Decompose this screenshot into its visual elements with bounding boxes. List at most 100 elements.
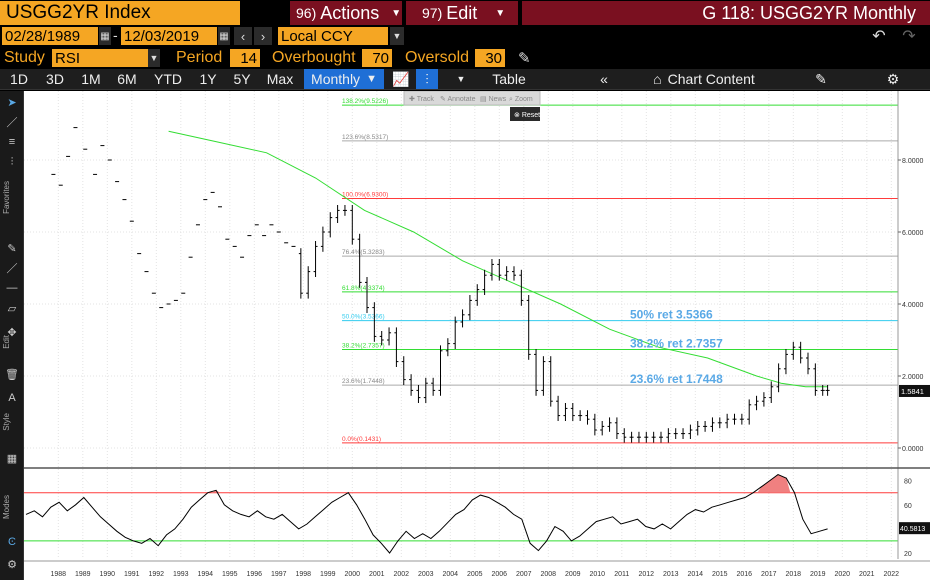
date-tick-label: 2005 bbox=[467, 571, 483, 578]
range-1m[interactable]: 1M bbox=[76, 69, 106, 89]
news-button[interactable]: ▤ News bbox=[480, 96, 507, 103]
line-tool-icon[interactable]: ／ bbox=[6, 263, 18, 275]
study-value: RSI bbox=[55, 49, 81, 67]
end-date-field[interactable]: 12/03/2019 bbox=[121, 27, 217, 45]
pencil-icon[interactable]: ✎ bbox=[518, 50, 531, 67]
cursor-icon[interactable]: ➤ bbox=[7, 96, 17, 109]
reset-button[interactable] bbox=[510, 107, 540, 121]
next-arrow-icon[interactable]: › bbox=[254, 27, 272, 45]
chevron-down-icon[interactable]: ▼ bbox=[390, 27, 404, 45]
overbought-field[interactable]: 70 bbox=[362, 49, 392, 67]
rsi-tick-label: 80 bbox=[904, 479, 912, 486]
chart-content-label: Chart Content bbox=[667, 71, 755, 87]
bar-chart-icon[interactable]: ⫶ bbox=[416, 69, 438, 89]
overbought-value: 70 bbox=[372, 49, 389, 67]
period-field[interactable]: 14 bbox=[230, 49, 260, 67]
redo-icon[interactable]: ↷ bbox=[896, 27, 922, 45]
style-label: Style bbox=[2, 413, 11, 431]
study-label: Study bbox=[4, 49, 45, 66]
line-chart-icon[interactable]: 📈 bbox=[392, 70, 410, 87]
pencil-icon[interactable]: ✎ bbox=[7, 242, 17, 255]
date-tick-label: 2008 bbox=[541, 571, 557, 578]
ma-line bbox=[168, 130, 828, 388]
grid-icon[interactable]: ▦ bbox=[6, 452, 18, 465]
period-value: 14 bbox=[240, 49, 257, 67]
chevron-down-icon[interactable]: ▼ bbox=[456, 74, 466, 84]
frequency-select[interactable]: Monthly ▼ bbox=[304, 69, 384, 89]
chevron-down-icon[interactable]: ▼ bbox=[148, 49, 160, 67]
zoom-button[interactable]: ⌕ Zoom bbox=[509, 96, 533, 103]
fib-tool-icon[interactable]: ≡ bbox=[8, 136, 16, 148]
range-6m[interactable]: 6M bbox=[112, 69, 142, 89]
chart-content-button[interactable]: ⌂ Chart Content bbox=[644, 69, 764, 89]
date-tick-label: 1998 bbox=[296, 571, 312, 578]
rsi-last-badge bbox=[899, 522, 930, 535]
moving-average bbox=[168, 130, 828, 388]
chart-toolbar: 1D 3D 1M 6M YTD 1Y 5Y Max Monthly ▼ 📈 ⫶ ▼… bbox=[0, 69, 930, 90]
range-ytd[interactable]: YTD bbox=[148, 69, 188, 89]
date-tick-label: 2009 bbox=[565, 571, 581, 578]
calendar-icon[interactable]: ▦ bbox=[99, 27, 111, 45]
channel-icon[interactable]: ▱ bbox=[7, 302, 17, 315]
date-tick-label: 2016 bbox=[737, 571, 753, 578]
annotate-button[interactable]: ✎ Annotate bbox=[440, 96, 476, 103]
period-label: Period bbox=[176, 49, 223, 66]
fib-annotation: 50% ret 3.5366 bbox=[630, 308, 713, 322]
price-tick-label: 6.0000 bbox=[902, 230, 924, 237]
track-button[interactable]: ✚ Track bbox=[409, 95, 434, 103]
overbought-label: Overbought bbox=[272, 49, 356, 66]
start-date-field[interactable]: 02/28/1989 bbox=[2, 27, 98, 45]
mode-icon[interactable]: Ͼ bbox=[8, 536, 16, 548]
gear-icon[interactable]: ⚙ bbox=[7, 558, 17, 571]
undo-icon[interactable]: ↶ bbox=[866, 27, 892, 45]
date-tick-label: 2018 bbox=[786, 571, 802, 578]
range-5y[interactable]: 5Y bbox=[228, 69, 256, 89]
study-select[interactable]: RSI bbox=[52, 49, 148, 67]
caret-down-icon: ▼ bbox=[495, 7, 506, 19]
edit-num: 97) bbox=[422, 5, 443, 21]
chart-content-icon: ⌂ bbox=[653, 71, 662, 87]
fib-fan-icon[interactable]: ⫶ bbox=[10, 155, 14, 168]
currency-select[interactable]: Local CCY bbox=[278, 27, 388, 45]
collapse-icon[interactable]: « bbox=[600, 71, 608, 87]
price-tick-label: 0.0000 bbox=[902, 446, 924, 453]
hline-icon[interactable]: — bbox=[6, 282, 18, 294]
edit-menu[interactable]: 97) Edit ▼ bbox=[406, 1, 518, 25]
floating-toolbar: ✚ Track ✎ Annotate ▤ News ⌕ Zoom ⊗ Reset bbox=[403, 91, 541, 121]
range-label: 5Y bbox=[233, 71, 251, 87]
ticker-field[interactable]: USGG2YR Index bbox=[0, 1, 240, 25]
trash-icon[interactable]: 🗑 bbox=[5, 368, 19, 381]
calendar-icon[interactable]: ▦ bbox=[218, 27, 230, 45]
fib-label: 61.8%(4.3374) bbox=[342, 285, 385, 292]
text-icon[interactable]: A bbox=[8, 392, 16, 404]
edit-chart-icon[interactable]: ✎ bbox=[815, 70, 827, 87]
date-tick-label: 2022 bbox=[884, 571, 900, 578]
window-title-text: G 118: USGG2YR Monthly bbox=[702, 2, 916, 23]
edit-label-vertical: Edit bbox=[2, 335, 11, 349]
reset-label[interactable]: ⊗ Reset bbox=[514, 112, 540, 119]
start-date: 02/28/1989 bbox=[5, 27, 81, 45]
date-tick-label: 2000 bbox=[345, 571, 361, 578]
prev-arrow-icon[interactable]: ‹ bbox=[234, 27, 252, 45]
fib-label: 76.4%(5.3283) bbox=[342, 249, 385, 256]
range-label: 6M bbox=[117, 71, 137, 87]
table-button[interactable]: Table bbox=[484, 69, 534, 89]
end-date: 12/03/2019 bbox=[124, 27, 200, 45]
line-tool-icon[interactable]: ／ bbox=[6, 117, 18, 129]
gear-icon[interactable]: ⚙ bbox=[886, 70, 900, 87]
chart-area[interactable]: 138.2%(9.5226) 123.6%(8.5317) 100.0%(6.930… bbox=[24, 91, 930, 580]
actions-menu[interactable]: 96) Actions ▼ bbox=[290, 1, 402, 25]
last-price-badge bbox=[899, 384, 930, 397]
date-tick-label: 1991 bbox=[124, 571, 140, 578]
actions-num: 96) bbox=[296, 5, 317, 21]
date-tick-label: 1996 bbox=[247, 571, 263, 578]
date-tick-label: 2015 bbox=[712, 571, 728, 578]
edit-label: Edit bbox=[446, 2, 478, 23]
move-icon[interactable]: ✥ bbox=[7, 326, 17, 339]
rsi-panel: 8060402040.5813 bbox=[24, 467, 930, 559]
range-max[interactable]: Max bbox=[262, 69, 298, 89]
range-3d[interactable]: 3D bbox=[40, 69, 70, 89]
range-1y[interactable]: 1Y bbox=[194, 69, 222, 89]
range-1d[interactable]: 1D bbox=[4, 69, 34, 89]
oversold-field[interactable]: 30 bbox=[475, 49, 505, 67]
